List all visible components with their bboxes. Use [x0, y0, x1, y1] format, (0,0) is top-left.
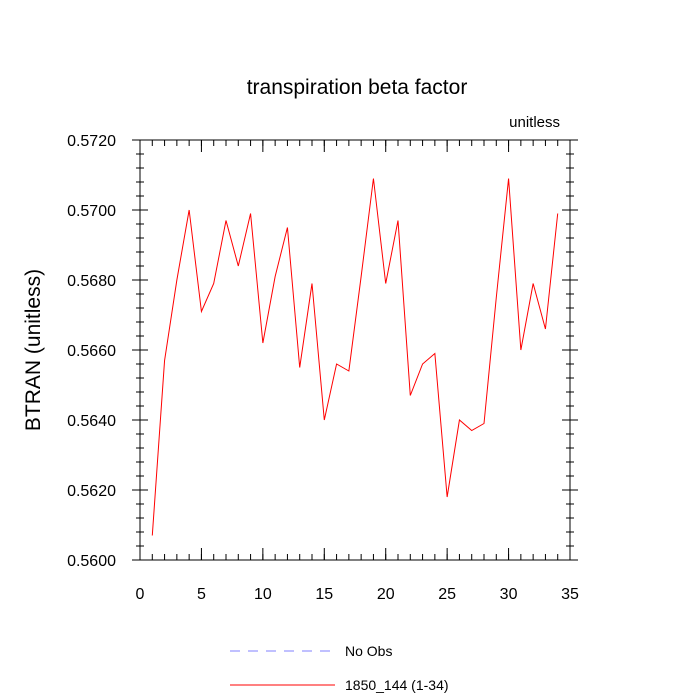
- axis-ticks: [132, 139, 578, 561]
- x-tick-label: 10: [254, 586, 272, 603]
- x-tick-label: 35: [561, 586, 579, 603]
- legend-label-no-obs: No Obs: [345, 643, 392, 659]
- y-tick-labels: 0.5600 0.5620 0.5640 0.5660 0.5680 0.5700 0.57…: [67, 133, 116, 570]
- units-label: unitless: [509, 114, 560, 131]
- y-tick-label: 0.5620: [67, 483, 116, 500]
- x-tick-labels: 0 5 10 15 20 25 30 35: [136, 586, 579, 603]
- chart-title: transpiration beta factor: [247, 76, 468, 99]
- y-tick-label: 0.5720: [67, 133, 116, 150]
- plot-frame: [139, 139, 571, 561]
- y-tick-label: 0.5640: [67, 413, 116, 430]
- y-tick-label: 0.5700: [67, 203, 116, 220]
- x-tick-label: 25: [438, 586, 456, 603]
- x-tick-label: 20: [377, 586, 395, 603]
- x-tick-label: 5: [197, 586, 206, 603]
- x-tick-label: 0: [136, 586, 145, 603]
- x-tick-label: 15: [315, 586, 333, 603]
- legend: No Obs 1850_144 (1-34): [230, 643, 449, 693]
- series-layer: [151, 178, 559, 536]
- y-tick-label: 0.5660: [67, 343, 116, 360]
- y-tick-label: 0.5600: [67, 553, 116, 570]
- y-axis-label: BTRAN (unitless): [22, 269, 45, 431]
- y-tick-label: 0.5680: [67, 273, 116, 290]
- legend-label-1850-144: 1850_144 (1-34): [345, 677, 449, 693]
- x-tick-label: 30: [500, 586, 518, 603]
- series-line-1850-144: [151, 178, 559, 536]
